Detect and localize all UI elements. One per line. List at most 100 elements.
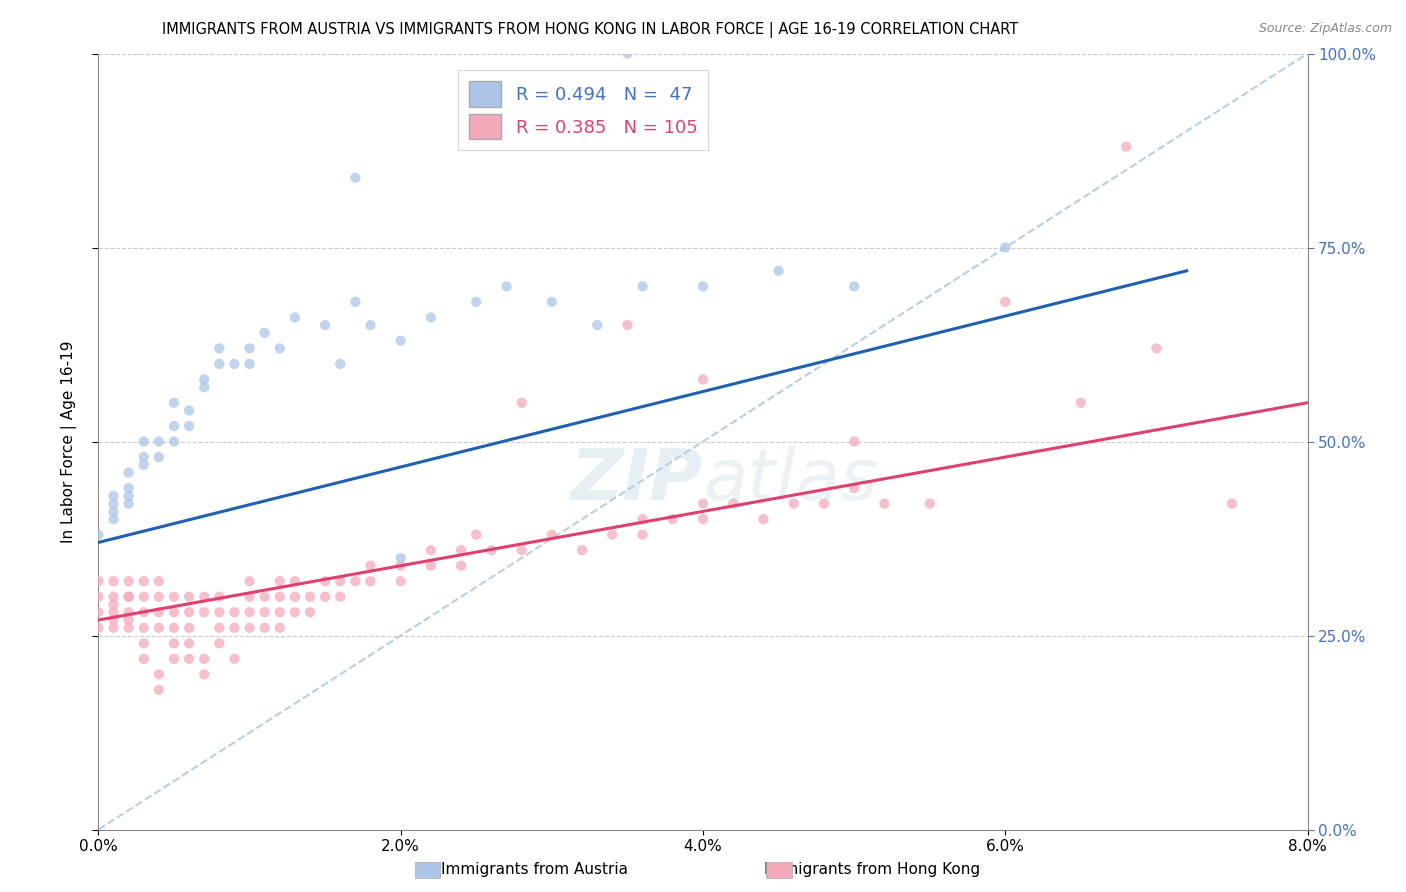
Point <box>118 466 141 480</box>
Point <box>253 621 276 635</box>
Point <box>1070 396 1092 410</box>
Point <box>329 574 352 589</box>
Point <box>224 357 246 371</box>
Point <box>148 605 170 619</box>
Point <box>768 264 790 278</box>
Text: atlas: atlas <box>703 446 877 515</box>
Point <box>314 574 336 589</box>
Point <box>631 279 654 293</box>
Point <box>118 489 141 503</box>
Point <box>132 621 155 635</box>
Point <box>87 590 110 604</box>
Text: IMMIGRANTS FROM AUSTRIA VS IMMIGRANTS FROM HONG KONG IN LABOR FORCE | AGE 16-19 : IMMIGRANTS FROM AUSTRIA VS IMMIGRANTS FR… <box>163 22 1018 38</box>
Point <box>132 458 155 472</box>
Point <box>148 590 170 604</box>
Point <box>450 543 472 558</box>
Point <box>239 621 262 635</box>
Point <box>661 512 683 526</box>
Point <box>163 419 186 434</box>
Point <box>118 590 141 604</box>
Point <box>132 450 155 464</box>
Point <box>692 372 714 386</box>
Point <box>103 613 125 627</box>
Point <box>239 574 262 589</box>
Point <box>344 294 367 309</box>
Point <box>103 574 125 589</box>
Point <box>239 590 262 604</box>
Point <box>118 613 141 627</box>
Text: Source: ZipAtlas.com: Source: ZipAtlas.com <box>1258 22 1392 36</box>
Point <box>420 310 443 325</box>
Point <box>540 294 562 309</box>
Point <box>389 334 412 348</box>
Point <box>87 574 110 589</box>
Point <box>1115 139 1137 153</box>
Point <box>163 590 186 604</box>
Point <box>148 574 170 589</box>
Point <box>329 590 352 604</box>
Point <box>148 621 170 635</box>
Point <box>118 621 141 635</box>
Point <box>465 527 488 541</box>
Point <box>179 590 201 604</box>
Point <box>844 481 866 495</box>
Point <box>163 396 186 410</box>
Point <box>118 590 141 604</box>
Point <box>239 342 262 356</box>
Point <box>132 434 155 449</box>
Point <box>344 170 367 185</box>
Point <box>692 279 714 293</box>
Point <box>193 652 215 666</box>
Point <box>239 357 262 371</box>
Point <box>299 590 322 604</box>
Point <box>163 434 186 449</box>
Point <box>873 497 896 511</box>
Point <box>103 497 125 511</box>
Point <box>132 574 155 589</box>
Point <box>148 434 170 449</box>
Point <box>148 450 170 464</box>
Point <box>344 574 367 589</box>
Point <box>224 621 246 635</box>
Point <box>284 590 307 604</box>
Point <box>103 512 125 526</box>
Point <box>389 574 412 589</box>
Point <box>752 512 775 526</box>
Point <box>269 605 291 619</box>
Point <box>163 636 186 650</box>
Point <box>103 605 125 619</box>
Point <box>420 558 443 573</box>
Point <box>631 512 654 526</box>
Point <box>179 403 201 417</box>
Point <box>179 636 201 650</box>
Point <box>224 652 246 666</box>
Point <box>103 598 125 612</box>
Point <box>118 497 141 511</box>
Point <box>284 605 307 619</box>
Point <box>510 396 533 410</box>
Point <box>299 605 322 619</box>
Point <box>495 279 517 293</box>
Point <box>163 605 186 619</box>
Point <box>360 318 382 333</box>
Point <box>602 527 624 541</box>
Point <box>253 326 276 340</box>
Point <box>284 310 307 325</box>
Point <box>540 527 562 541</box>
Point <box>118 605 141 619</box>
Point <box>692 512 714 526</box>
Point <box>253 590 276 604</box>
Point <box>132 652 155 666</box>
Point <box>269 590 291 604</box>
Point <box>132 605 155 619</box>
Legend: R = 0.494   N =  47, R = 0.385   N = 105: R = 0.494 N = 47, R = 0.385 N = 105 <box>458 70 709 150</box>
Point <box>148 667 170 681</box>
Point <box>87 605 110 619</box>
Point <box>918 497 941 511</box>
Point <box>179 652 201 666</box>
Point <box>103 621 125 635</box>
Point <box>87 527 110 541</box>
Point <box>692 497 714 511</box>
Point <box>450 558 472 573</box>
Point <box>132 636 155 650</box>
